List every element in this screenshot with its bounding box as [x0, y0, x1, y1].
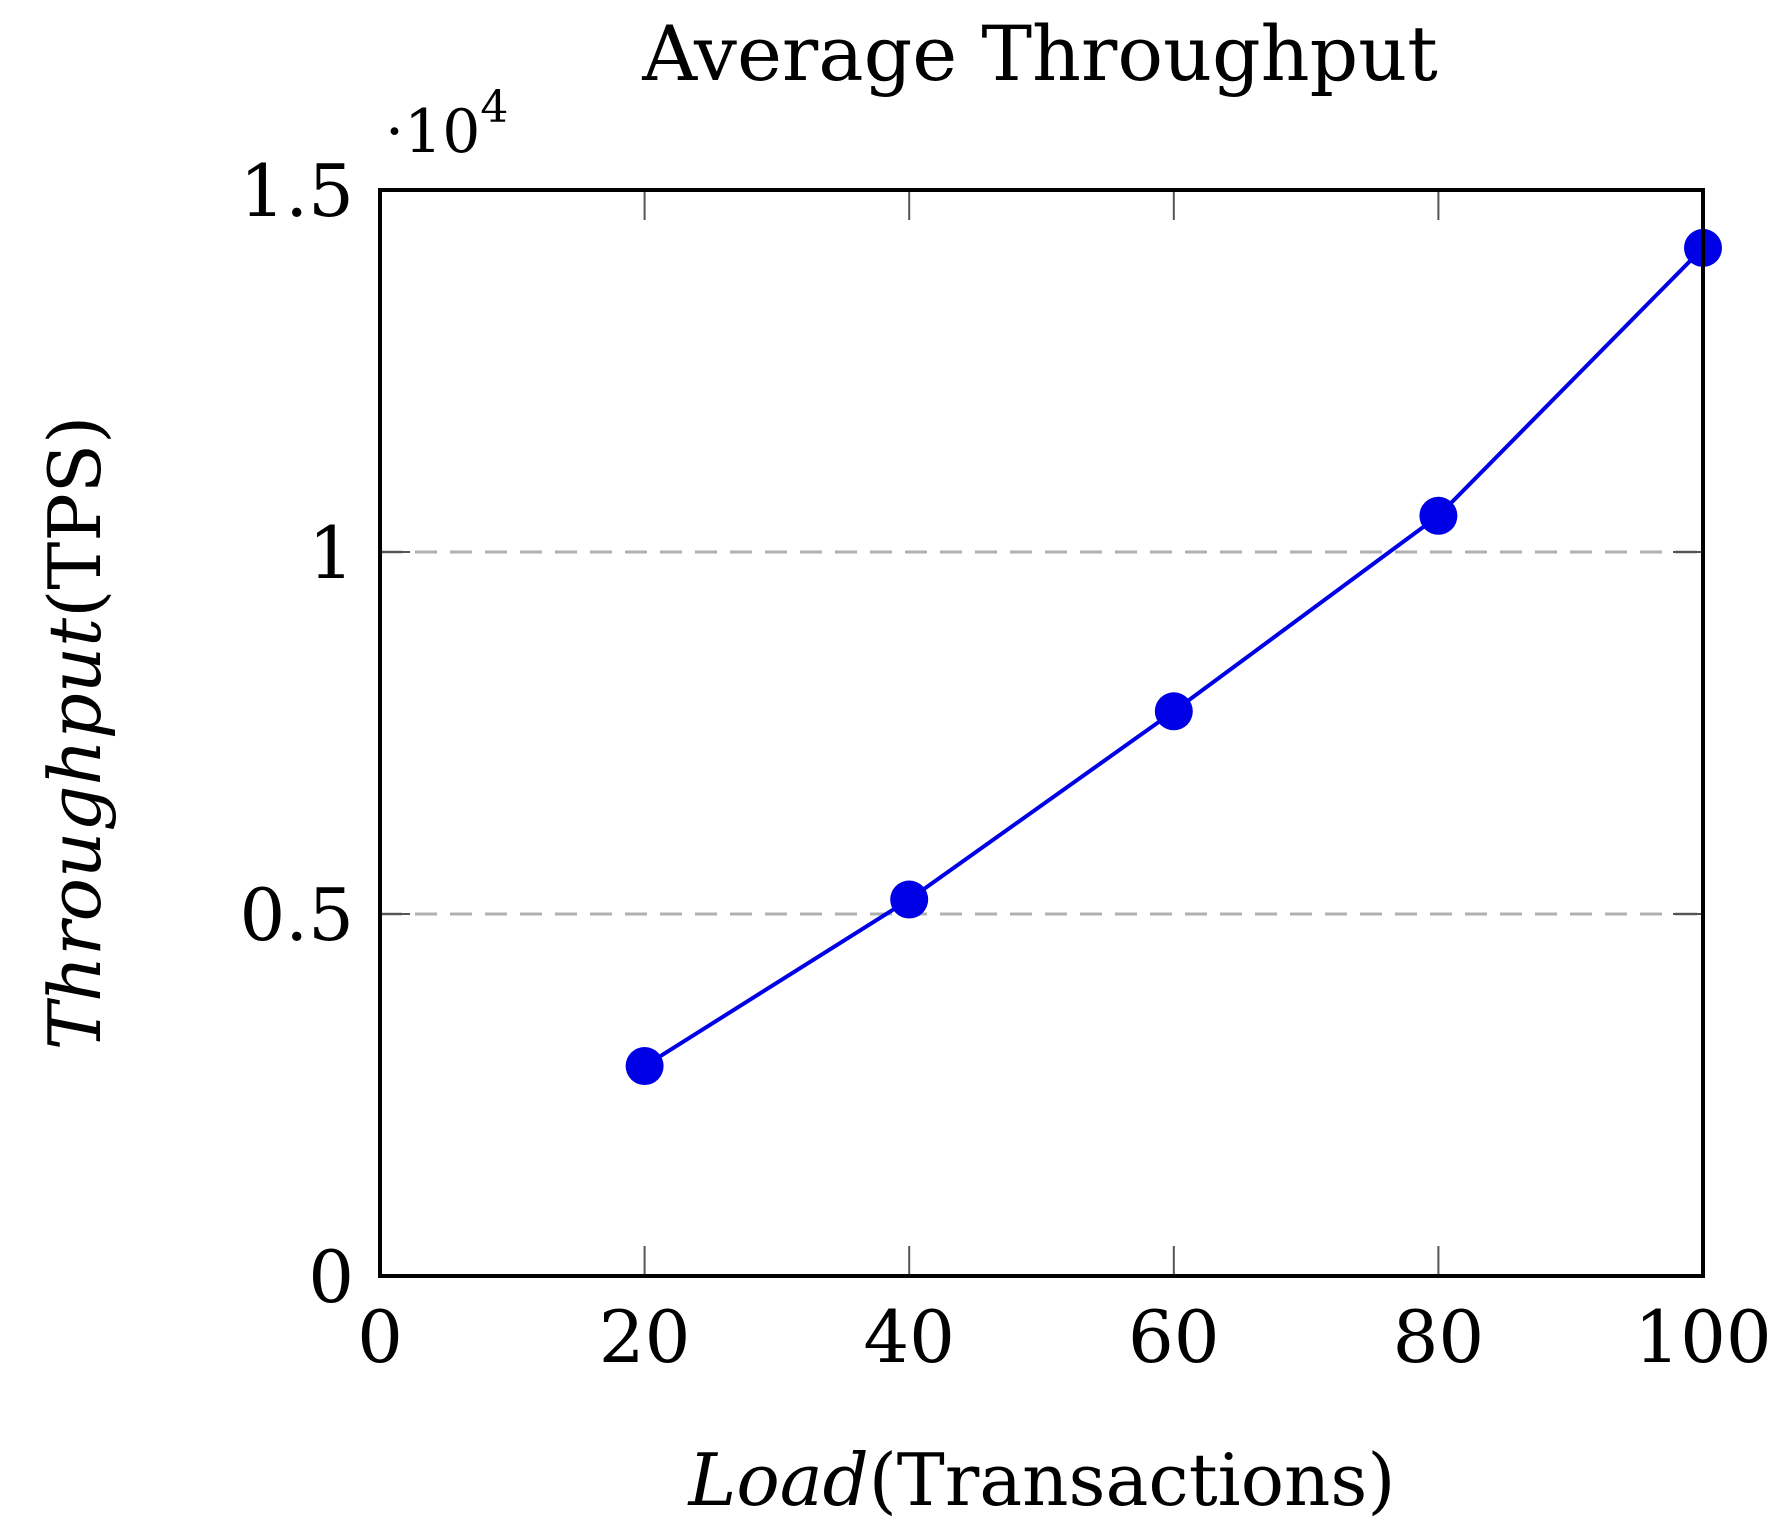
y-tick-label-3: 1.5 — [239, 149, 354, 233]
data-point-0-3 — [1419, 496, 1458, 535]
chart-title: Average Throughput — [641, 9, 1438, 98]
y-multiplier-label: ·104 — [385, 82, 508, 167]
x-tick-label-4: 80 — [1393, 1295, 1485, 1379]
y-multiplier-base: ·10 — [385, 97, 480, 167]
y-axis-label-italic: Throughput — [33, 617, 117, 1050]
x-tick-label-0: 0 — [357, 1295, 403, 1379]
series-layer — [625, 228, 1722, 1086]
x-axis-label-roman: (Transactions) — [869, 1438, 1396, 1522]
plot-frame — [378, 188, 1705, 1278]
y-axis-label: Throughput(TPS) — [33, 416, 117, 1050]
grid-lines — [380, 550, 1703, 916]
series-line-0 — [643, 246, 1705, 1068]
y-multiplier-exponent: 4 — [480, 82, 508, 133]
y-axis-label-roman: (TPS) — [33, 416, 117, 618]
y-tick-label-1: 0.5 — [239, 873, 354, 957]
data-point-0-0 — [625, 1047, 664, 1086]
data-point-0-2 — [1154, 692, 1193, 731]
x-tick-label-3: 60 — [1128, 1295, 1220, 1379]
x-tick-label-1: 20 — [599, 1295, 691, 1379]
x-tick-label-2: 40 — [863, 1295, 955, 1379]
y-tick-labels: 0 0.5 1 1.5 — [239, 149, 354, 1319]
x-axis-label-italic: Load — [687, 1438, 869, 1522]
y-tick-label-0: 0 — [308, 1235, 354, 1319]
x-tick-label-5: 100 — [1634, 1295, 1771, 1379]
tick-marks — [380, 190, 1703, 1276]
data-point-0-1 — [890, 880, 929, 919]
x-tick-labels: 0 20 40 60 80 100 — [357, 1295, 1772, 1379]
y-tick-label-2: 1 — [308, 511, 354, 595]
x-axis-label: Load(Transactions) — [687, 1438, 1396, 1522]
